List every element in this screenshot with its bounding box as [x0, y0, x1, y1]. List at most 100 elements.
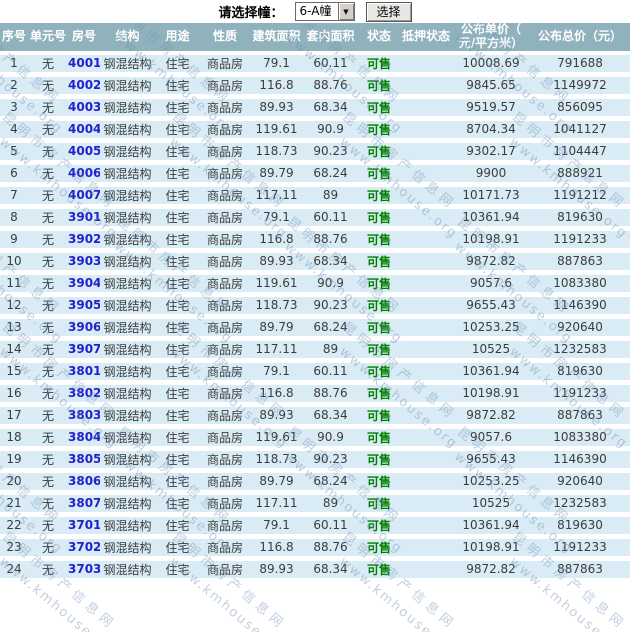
cell-unit: 无	[28, 382, 68, 407]
column-header: 房号	[68, 23, 100, 55]
cell-nature: 商品房	[200, 272, 250, 297]
cell-build-area: 79.1	[250, 206, 303, 231]
cell-unit: 无	[28, 52, 68, 77]
cell-total-price: 1232583	[530, 338, 630, 363]
cell-room[interactable]: 4002	[68, 74, 100, 99]
cell-structure: 钢混结构	[100, 316, 155, 341]
cell-total-price: 1083380	[530, 272, 630, 297]
cell-unit-price: 9655.43	[452, 294, 530, 319]
cell-inner-area: 90.23	[303, 294, 358, 319]
cell-room[interactable]: 4003	[68, 96, 100, 121]
cell-nature: 商品房	[200, 404, 250, 429]
cell-inner-area: 68.24	[303, 470, 358, 495]
cell-status: 可售	[358, 316, 400, 341]
cell-room[interactable]: 3807	[68, 492, 100, 517]
cell-usage: 住宅	[155, 74, 200, 99]
cell-unit: 无	[28, 118, 68, 143]
cell-room[interactable]: 3901	[68, 206, 100, 231]
cell-seq: 24	[0, 558, 28, 583]
cell-room[interactable]: 3801	[68, 360, 100, 385]
cell-status: 可售	[358, 184, 400, 209]
cell-seq: 17	[0, 404, 28, 429]
table-row: 15 无 3801 钢混结构 住宅 商品房 79.1 60.11 可售 10361.94 81963…	[0, 360, 630, 385]
cell-structure: 钢混结构	[100, 250, 155, 275]
cell-total-price: 887863	[530, 404, 630, 429]
listing-table: 序号 单元号 房号 结构 用途 性质 建筑面积 套内面积 状态 抵押状态 公布单价（ 元/平方米）公…	[0, 22, 630, 583]
cell-inner-area: 89	[303, 184, 358, 209]
cell-total-price: 887863	[530, 250, 630, 275]
cell-inner-area: 88.76	[303, 228, 358, 253]
cell-seq: 12	[0, 294, 28, 319]
cell-nature: 商品房	[200, 118, 250, 143]
cell-mortgage	[400, 140, 452, 165]
cell-inner-area: 60.11	[303, 360, 358, 385]
building-select[interactable]: 6-A幢 ▼	[294, 2, 355, 21]
cell-room[interactable]: 3904	[68, 272, 100, 297]
cell-inner-area: 89	[303, 492, 358, 517]
cell-seq: 9	[0, 228, 28, 253]
cell-nature: 商品房	[200, 96, 250, 121]
cell-build-area: 116.8	[250, 536, 303, 561]
cell-status: 可售	[358, 470, 400, 495]
cell-status: 可售	[358, 514, 400, 539]
cell-nature: 商品房	[200, 228, 250, 253]
cell-usage: 住宅	[155, 294, 200, 319]
cell-unit: 无	[28, 140, 68, 165]
cell-inner-area: 60.11	[303, 52, 358, 77]
select-button[interactable]: 选择	[365, 1, 412, 22]
cell-room[interactable]: 3703	[68, 558, 100, 583]
cell-room[interactable]: 3803	[68, 404, 100, 429]
chevron-down-icon[interactable]: ▼	[337, 3, 354, 20]
cell-seq: 5	[0, 140, 28, 165]
cell-nature: 商品房	[200, 338, 250, 363]
cell-room[interactable]: 3905	[68, 294, 100, 319]
cell-status: 可售	[358, 250, 400, 275]
cell-unit-price: 10361.94	[452, 514, 530, 539]
cell-room[interactable]: 3903	[68, 250, 100, 275]
cell-seq: 3	[0, 96, 28, 121]
cell-inner-area: 60.11	[303, 206, 358, 231]
cell-unit-price: 10198.91	[452, 382, 530, 407]
cell-nature: 商品房	[200, 426, 250, 451]
cell-build-area: 116.8	[250, 228, 303, 253]
cell-usage: 住宅	[155, 206, 200, 231]
cell-mortgage	[400, 404, 452, 429]
cell-room[interactable]: 3701	[68, 514, 100, 539]
table-row: 7 无 4007 钢混结构 住宅 商品房 117.11 89 可售 10171.73 1191212	[0, 184, 630, 209]
cell-room[interactable]: 3804	[68, 426, 100, 451]
cell-room[interactable]: 3906	[68, 316, 100, 341]
cell-mortgage	[400, 514, 452, 539]
cell-inner-area: 90.9	[303, 118, 358, 143]
cell-room[interactable]: 4001	[68, 52, 100, 77]
cell-total-price: 1146390	[530, 448, 630, 473]
cell-total-price: 1104447	[530, 140, 630, 165]
cell-unit-price: 9845.65	[452, 74, 530, 99]
cell-room[interactable]: 3907	[68, 338, 100, 363]
cell-structure: 钢混结构	[100, 294, 155, 319]
cell-inner-area: 68.34	[303, 96, 358, 121]
cell-usage: 住宅	[155, 404, 200, 429]
cell-room[interactable]: 4006	[68, 162, 100, 187]
table-row: 1 无 4001 钢混结构 住宅 商品房 79.1 60.11 可售 10008.69 791688	[0, 52, 630, 77]
cell-unit: 无	[28, 294, 68, 319]
cell-mortgage	[400, 162, 452, 187]
cell-structure: 钢混结构	[100, 74, 155, 99]
cell-room[interactable]: 4004	[68, 118, 100, 143]
cell-room[interactable]: 3702	[68, 536, 100, 561]
cell-room[interactable]: 4007	[68, 184, 100, 209]
cell-nature: 商品房	[200, 294, 250, 319]
cell-structure: 钢混结构	[100, 206, 155, 231]
cell-room[interactable]: 4005	[68, 140, 100, 165]
cell-room[interactable]: 3806	[68, 470, 100, 495]
cell-build-area: 89.79	[250, 162, 303, 187]
cell-usage: 住宅	[155, 382, 200, 407]
cell-room[interactable]: 3902	[68, 228, 100, 253]
cell-inner-area: 88.76	[303, 382, 358, 407]
cell-room[interactable]: 3805	[68, 448, 100, 473]
cell-usage: 住宅	[155, 140, 200, 165]
column-header: 结构	[100, 23, 155, 55]
table-body: 1 无 4001 钢混结构 住宅 商品房 79.1 60.11 可售 10008.69 791688…	[0, 52, 630, 583]
cell-unit: 无	[28, 514, 68, 539]
cell-room[interactable]: 3802	[68, 382, 100, 407]
table-row: 11 无 3904 钢混结构 住宅 商品房 119.61 90.9 可售 9057.6 108338…	[0, 272, 630, 297]
